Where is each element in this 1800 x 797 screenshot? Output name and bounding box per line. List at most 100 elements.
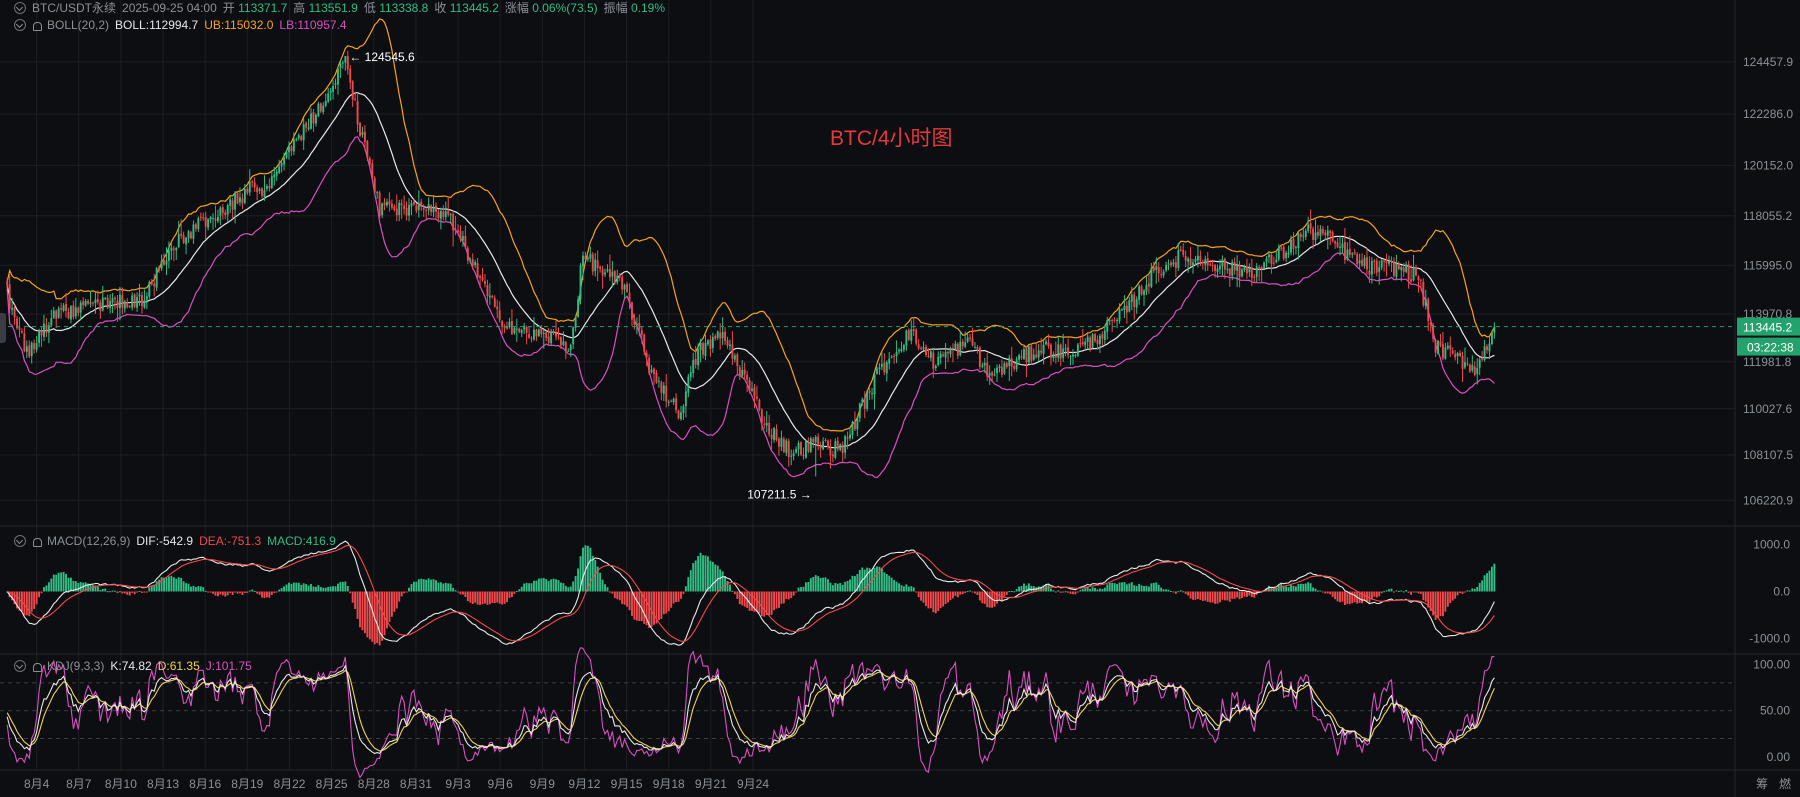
macd-bar [1427,591,1430,608]
macd-bar [422,579,425,592]
macd-bar [1334,591,1337,600]
candle-body [177,234,180,248]
candle-body [1400,267,1403,271]
candle-body [256,187,259,193]
macd-bar [596,566,599,592]
candle-body [300,136,303,140]
candle-body [373,178,376,193]
macd-bar [1091,587,1094,592]
macd-bar [79,582,82,592]
candle-body [96,299,99,303]
macd-bar [868,568,871,592]
macd-bar [1400,590,1403,592]
candle-body [1488,343,1491,352]
candle-body [616,275,619,283]
macd-bar [1098,588,1101,592]
macd-bar [1182,591,1185,593]
macd-bar [182,581,185,592]
candle-body [1064,348,1067,350]
candle-body [682,406,685,413]
macd-bar [1138,583,1141,592]
candle-body [1272,262,1275,264]
candle-body [466,248,469,261]
candle-body [1214,265,1217,272]
candle-body [190,232,192,239]
alert-bell-icon[interactable] [32,21,42,31]
macd-bar [1397,590,1400,592]
macd-bar [491,591,494,603]
macd-bar [246,591,249,593]
macd-bar [817,576,820,592]
macd-bar [993,591,996,607]
time-axis-label: 9月15 [611,777,643,791]
candle-body [552,331,555,334]
candle-body [1182,249,1185,255]
candle-body [1233,262,1236,271]
macd-bar [778,591,780,608]
macd-bar [631,591,633,616]
candle-body [1062,348,1065,358]
macd-bar [1459,591,1462,593]
macd-bar [435,580,437,592]
candle-body [533,329,535,340]
macd-bar [954,591,957,596]
candle-body [1018,355,1021,360]
candle-body [412,201,415,205]
candle-body [545,332,548,338]
candle-body [224,212,227,215]
candle-body [912,329,915,331]
macd-bar [699,552,702,592]
candle-body [780,437,783,448]
candle-body [307,127,310,129]
macd-bar [518,589,521,592]
candle-body [38,330,41,343]
candle-body [584,255,587,260]
candle-body [199,216,202,218]
alert-bell-icon[interactable] [32,662,42,672]
macd-bar [567,587,570,592]
macd-bar [890,577,893,592]
macd-bar [449,583,452,592]
kdj-k-line [6,664,1495,755]
candle-body [111,298,114,303]
collapse-toggle-icon[interactable] [14,2,26,14]
candle-body [978,347,981,367]
macd-bar [1223,591,1226,601]
candle-body [253,182,256,188]
macd-bar [1228,591,1231,602]
candle-body [11,307,14,310]
macd-bar [329,586,332,592]
candle-body [1111,319,1114,321]
candle-body [77,307,80,313]
candle-body [1221,259,1224,267]
collapse-toggle-icon[interactable] [14,660,26,672]
macd-bar [866,567,869,592]
alert-bell-icon[interactable] [32,537,42,547]
collapse-toggle-icon[interactable] [14,19,26,31]
candle-body [1057,344,1060,358]
time-axis-label: 9月24 [737,777,769,791]
macd-bar [128,591,131,596]
candle-body [582,255,584,267]
macd-bar [1375,591,1378,598]
macd-bar [920,591,923,601]
candle-body [1081,342,1084,345]
macd-bar [1285,586,1288,592]
macd-bar [408,587,410,592]
macd-bar [1299,583,1302,592]
candle-body [1196,255,1199,261]
candle-body [47,325,50,333]
candle-body [204,216,207,227]
candle-body [1140,286,1143,295]
macd-bar [170,575,173,592]
left-panel-toggle[interactable] [0,313,6,343]
macd-bar [535,580,538,592]
candle-body [508,321,511,328]
collapse-toggle-icon[interactable] [14,535,26,547]
macd-bar [584,545,587,592]
candle-body [706,340,709,345]
macd-bar [898,583,900,592]
candle-body [121,295,124,308]
